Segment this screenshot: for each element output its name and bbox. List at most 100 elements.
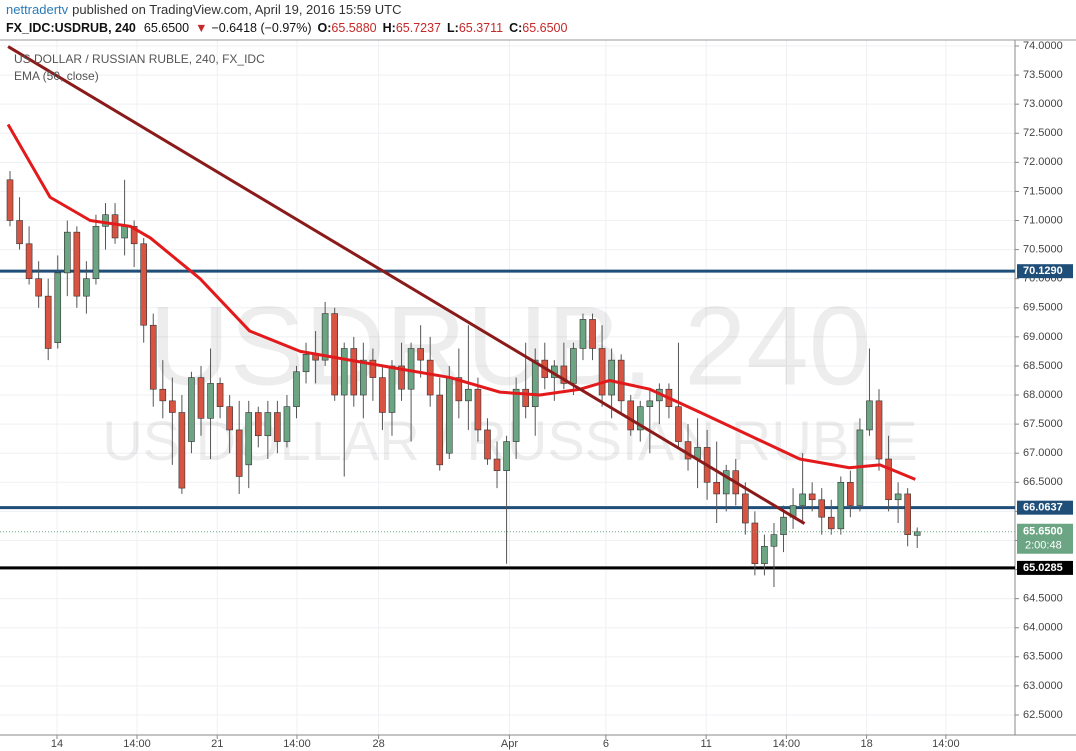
candle-body	[407, 348, 415, 390]
candle-body	[522, 388, 529, 407]
x-tick-label: 18	[860, 738, 872, 750]
candle-body	[722, 470, 730, 495]
candle-body	[360, 359, 367, 396]
candle-body	[579, 319, 587, 349]
candle-body	[226, 406, 233, 431]
y-tick-label: 73.5000	[1023, 69, 1063, 81]
candle-body	[111, 214, 119, 239]
candle-body	[875, 400, 883, 460]
candle-body	[16, 220, 23, 245]
y-tick-label: 72.5000	[1023, 127, 1063, 139]
candle-body	[751, 522, 759, 565]
candle-body	[197, 377, 205, 419]
countdown: 2:00:48	[1025, 540, 1062, 552]
candle-body	[25, 243, 33, 279]
candle-body	[321, 313, 329, 361]
symbol: FX_IDC:USDRUB, 240	[6, 21, 136, 35]
last-price: 65.6500	[144, 21, 189, 35]
candle-body	[904, 493, 911, 535]
candle-body	[379, 377, 386, 413]
candle-body	[417, 348, 424, 361]
chart-title: US DOLLAR / RUSSIAN RUBLE, 240, FX_IDC	[14, 52, 265, 66]
indicator-label: EMA (50, close)	[14, 69, 99, 83]
candle-body	[130, 226, 138, 245]
candle-body	[63, 231, 71, 274]
candle-body	[675, 406, 682, 442]
candle-body	[44, 295, 52, 349]
change: −0.6418 (−0.97%)	[211, 21, 311, 35]
x-tick-label: 14:00	[932, 738, 960, 750]
x-tick-label: 14:00	[123, 738, 151, 750]
x-tick-label: 28	[372, 738, 384, 750]
candle-body	[589, 319, 596, 349]
x-tick-label: 21	[211, 738, 223, 750]
candle-body	[169, 400, 176, 413]
ohlc-value: 65.5880	[331, 21, 376, 35]
y-tick-label: 64.0000	[1023, 622, 1063, 634]
level-label-box	[1017, 500, 1073, 515]
candle-body	[369, 359, 377, 378]
current-price-label: 65.6500	[1023, 526, 1063, 538]
candle-body	[102, 214, 109, 227]
published: published on TradingView.com, April 19, …	[72, 2, 401, 17]
author[interactable]: nettradertv	[6, 2, 69, 17]
candle-body	[436, 394, 444, 466]
candle-body	[503, 441, 510, 471]
candle-body	[35, 278, 42, 297]
candle-body	[235, 429, 243, 477]
candle-body	[264, 412, 272, 437]
candle-body	[512, 388, 520, 442]
candle-body	[713, 481, 720, 495]
level-label-box	[1017, 264, 1073, 279]
candle-body	[283, 406, 291, 442]
candle-body	[636, 406, 644, 431]
y-tick-label: 73.0000	[1023, 98, 1063, 110]
level-label-box	[1017, 560, 1073, 575]
candle-body	[847, 481, 854, 506]
y-tick-label: 63.0000	[1023, 680, 1063, 692]
ohlc-value: 65.3711	[459, 21, 503, 35]
ohlc-key: L:	[447, 21, 459, 35]
candle-body	[866, 400, 873, 431]
candle-body	[340, 348, 348, 396]
level-label: 65.0285	[1023, 562, 1063, 574]
candle-body	[885, 458, 892, 501]
candle-body	[207, 383, 214, 419]
candle-body	[808, 493, 816, 501]
candle-body	[780, 516, 787, 535]
y-tick-label: 66.5000	[1023, 476, 1063, 488]
candle-body	[465, 388, 472, 402]
candle-body	[426, 359, 434, 396]
candle-body	[560, 365, 568, 384]
x-tick-label: 11	[700, 738, 711, 750]
ohlc-key: O:	[318, 21, 332, 35]
y-tick-label: 67.0000	[1023, 447, 1063, 459]
ohlc-value: 65.7237	[396, 21, 441, 35]
trend-line	[7, 45, 806, 525]
y-tick-label: 70.5000	[1023, 244, 1063, 256]
header-line: nettradertv published on TradingView.com,…	[6, 2, 401, 17]
y-tick-label: 69.5000	[1023, 302, 1063, 314]
candle-body	[149, 324, 157, 390]
candle-body	[617, 359, 625, 402]
candle-body	[474, 388, 482, 431]
candle-body	[254, 412, 262, 437]
y-tick-label: 64.5000	[1023, 593, 1063, 605]
change-arrow: ▼	[195, 21, 207, 35]
candle-body	[140, 243, 147, 326]
candle-body	[83, 278, 90, 297]
x-tick-label: 14	[51, 738, 63, 750]
candle-body	[484, 429, 491, 460]
candle-body	[894, 493, 902, 501]
ohlc-value: 65.6500	[522, 21, 567, 35]
candle-body	[742, 493, 749, 524]
ohlc-key: H:	[383, 21, 396, 35]
current-price-box	[1017, 523, 1073, 554]
y-tick-label: 68.0000	[1023, 389, 1063, 401]
candle-body	[598, 348, 606, 396]
y-tick-label: 62.5000	[1023, 709, 1063, 721]
candle-body	[493, 458, 501, 471]
candle-body	[799, 493, 806, 506]
candle-body	[627, 400, 635, 431]
